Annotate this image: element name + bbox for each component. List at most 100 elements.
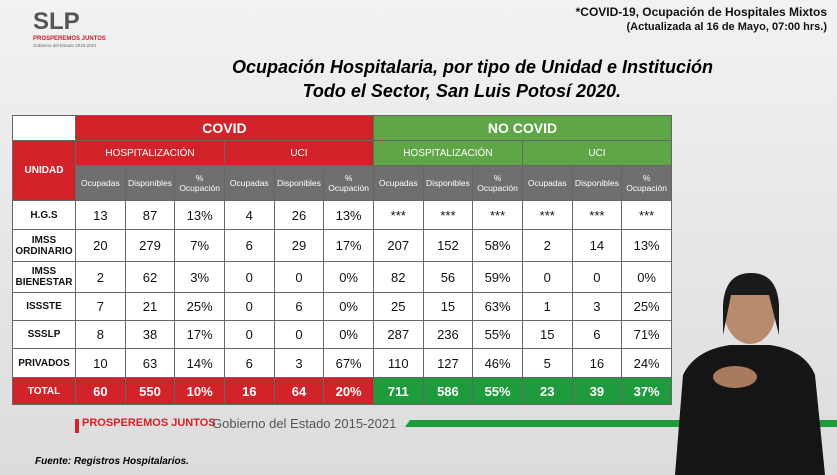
cell: 236 [422, 320, 474, 349]
cell: 13% [174, 200, 225, 230]
cell: Ocupadas [75, 165, 126, 201]
cell: 0% [323, 292, 374, 321]
cell: 127 [422, 348, 474, 378]
cell: UCI [223, 140, 374, 166]
source: Fuente: Registros Hospitalarios. [35, 456, 189, 467]
cell: Ocupadas [223, 165, 275, 201]
cell: 10% [174, 377, 225, 405]
cell: 0 [223, 320, 275, 349]
cell: 711 [372, 377, 424, 405]
cell: 14% [174, 348, 225, 378]
table-row: H.G.S 13 87 13% 4 26 13% *** *** *** *** *** *** [12, 200, 672, 230]
cell: 16 [571, 348, 623, 378]
cell: *** [571, 200, 623, 230]
cell: Disponibles [422, 165, 474, 201]
cell: 63 [124, 348, 176, 378]
logo-sub: Gobierno del Estado 2015-2021 [33, 43, 97, 48]
cell: 67% [323, 348, 374, 378]
cell: % Ocupación [621, 165, 672, 201]
cell: 58% [472, 229, 523, 262]
cell: 0% [323, 320, 374, 349]
cell: HOSPITALIZACIÓN [372, 140, 523, 166]
cell: 87 [124, 200, 176, 230]
cell: 59% [472, 261, 523, 293]
cell: 3% [174, 261, 225, 293]
cell: 2 [75, 261, 126, 293]
cell: 3 [571, 292, 623, 321]
cell: HOSPITALIZACIÓN [75, 140, 225, 166]
cell: 29 [273, 229, 325, 262]
cell: *** [621, 200, 672, 230]
cell: 25% [174, 292, 225, 321]
cell: 2 [521, 229, 573, 262]
table-row: ISSSTE 7 21 25% 0 6 0% 25 15 63% 1 3 25% [12, 292, 672, 321]
cell: % Ocupación [323, 165, 374, 201]
cell: % Ocupación [472, 165, 523, 201]
cell: 6 [223, 229, 275, 262]
cell: Disponibles [124, 165, 176, 201]
cell: 62 [124, 261, 176, 293]
cell: TOTAL [12, 377, 76, 405]
table-row: UNIDAD HOSPITALIZACIÓN UCI HOSPITALIZACIÓN U… [12, 140, 673, 201]
cell: 25 [372, 292, 424, 321]
cell: 20 [75, 229, 126, 262]
logo-tagline: PROSPEREMOS JUNTOS [33, 36, 106, 42]
cell: Ocupadas [372, 165, 424, 201]
cell: 7% [174, 229, 225, 262]
cell: 60 [75, 377, 126, 405]
cell: 16 [223, 377, 275, 405]
cell: 279 [124, 229, 176, 262]
cell: 550 [124, 377, 176, 405]
cell: 0 [223, 292, 275, 321]
cell: *** [422, 200, 474, 230]
cell: 25% [621, 292, 672, 321]
cell: 110 [372, 348, 424, 378]
cell: 152 [422, 229, 474, 262]
cell: UCI [521, 140, 673, 166]
cell: SSSLP [12, 320, 76, 349]
cell: % Ocupación [174, 165, 225, 201]
table-row: COVID NO COVID [12, 115, 673, 141]
cell: 5 [521, 348, 573, 378]
cell: 8 [75, 320, 126, 349]
cell: H.G.S [12, 200, 76, 230]
cell: *** [372, 200, 424, 230]
cell: 23 [521, 377, 573, 405]
cell: 26 [273, 200, 325, 230]
title: Todo el Sector, San Luis Potosí 2020. [302, 81, 621, 101]
cell: 13% [323, 200, 374, 230]
cell: 0% [621, 261, 672, 293]
cell: 1 [521, 292, 573, 321]
cell: 15 [422, 292, 474, 321]
cell: NO COVID [372, 115, 673, 141]
cell: ISSSTE [12, 292, 76, 321]
table-row: IMSS ORDINARIO 20 279 7% 6 29 17% 207 152 58% 2 14 1… [12, 229, 672, 262]
cell: 55% [472, 377, 523, 405]
cell: 4 [223, 200, 275, 230]
cell: *** [472, 200, 523, 230]
logo: SLP [33, 8, 80, 35]
cell: 63% [472, 292, 523, 321]
cell: 17% [174, 320, 225, 349]
cell: 24% [621, 348, 672, 378]
cell: 586 [422, 377, 474, 405]
cell: COVID [75, 115, 374, 141]
cell: 15 [521, 320, 573, 349]
cell: 6 [223, 348, 275, 378]
cell: 10 [75, 348, 126, 378]
cell: 6 [571, 320, 623, 349]
footer-government: Gobierno del Estado 2015-2021 [212, 416, 397, 431]
cell: 14 [571, 229, 623, 262]
table-row: Ocupadas Disponibles% Ocupación Ocupadas Di… [13, 165, 672, 201]
cell: UNIDAD [12, 140, 76, 201]
cell: 207 [372, 229, 424, 262]
cell: 56 [422, 261, 474, 293]
note: *COVID-19, Ocupación de Hospitales Mixto… [575, 5, 827, 19]
cell: 3 [273, 348, 325, 378]
cell: PRIVADOS [12, 348, 76, 378]
cell: 39 [571, 377, 623, 405]
cell: IMSS ORDINARIO [12, 229, 76, 262]
occupancy-table: COVID NO COVID UNIDAD HOSPITALIZACIÓN UCI HOS… [12, 115, 673, 405]
cell: 64 [273, 377, 325, 405]
